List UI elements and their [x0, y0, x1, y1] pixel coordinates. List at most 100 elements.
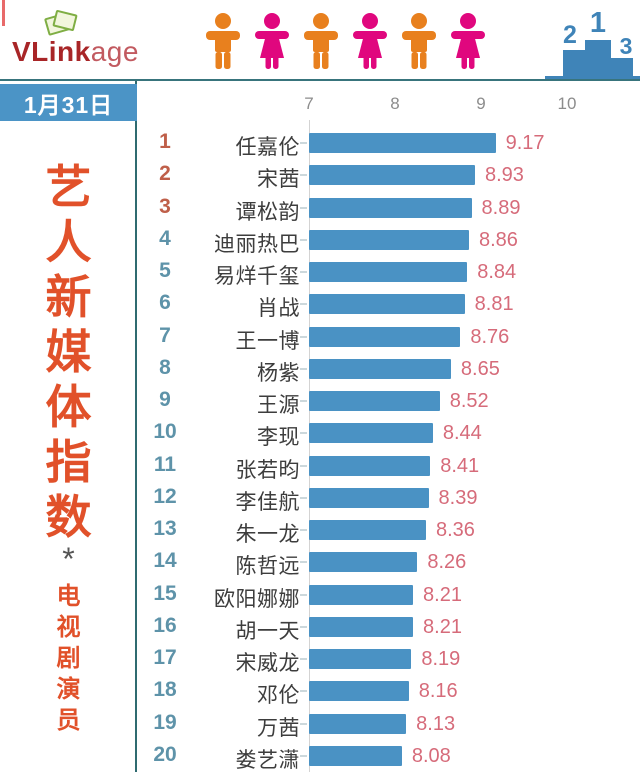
rank-number: 15	[153, 581, 177, 605]
vertical-char: 视	[56, 614, 81, 641]
index-value: 8.36	[435, 519, 475, 541]
rank-number: 6	[159, 291, 171, 315]
artist-name: 邓伦	[257, 684, 300, 708]
chart-row: 2 宋茜 8.93	[137, 159, 638, 191]
rank-number: 19	[153, 710, 177, 734]
vertical-char: 指	[45, 436, 92, 488]
vertical-char: 人	[45, 216, 92, 268]
category-tick	[300, 271, 307, 273]
body: 1月31日 艺人新媒体指数 * 电视剧演员 7 8 9 10 1 任嘉伦 9.17 2 宋茜 8…	[0, 81, 640, 772]
male-person-icon	[304, 13, 338, 69]
category-tick	[300, 690, 307, 693]
chart-row: 8 杨紫 8.65	[137, 353, 638, 385]
chart-row: 1 任嘉伦 9.17	[137, 127, 638, 159]
x-axis-tick-label: 9	[476, 94, 486, 113]
rank-number: 11	[153, 452, 177, 476]
index-value: 8.16	[418, 680, 458, 703]
vertical-char: 演	[56, 676, 81, 703]
category-tick	[300, 722, 307, 725]
index-value: 8.08	[411, 744, 451, 767]
index-bar	[309, 681, 409, 702]
index-bar	[309, 197, 472, 218]
rank-number: 14	[153, 549, 177, 573]
rank-number: 2	[159, 162, 171, 186]
index-value: 8.41	[440, 454, 480, 477]
artist-name: 宋茜	[257, 168, 300, 192]
chart-row: 3 谭松韵 8.89	[137, 192, 638, 224]
podium-number-1: 1	[589, 7, 607, 39]
rank-number: 17	[153, 646, 177, 669]
rank-number: 1	[159, 130, 171, 153]
rank-number: 7	[159, 323, 171, 347]
chart-row: 16 胡一天 8.21	[137, 611, 638, 643]
artist-name: 陈哲远	[235, 555, 300, 579]
chart-row: 20 娄艺潇 8.08	[137, 740, 638, 772]
category-tick	[300, 206, 307, 209]
people-icons-row	[203, 12, 488, 72]
category-tick	[300, 400, 307, 402]
index-bar	[309, 713, 407, 734]
vertical-char: 艺	[45, 161, 92, 213]
artist-name: 王源	[257, 394, 300, 417]
index-bar	[309, 649, 412, 669]
artist-name: 欧阳娜娜	[214, 587, 300, 611]
bar-chart: 7 8 9 10 1 任嘉伦 9.17 2 宋茜 8.93 3 谭松韵 8.89 4 迪丽热巴 8.86 5 易…	[137, 81, 638, 772]
plot-area: 1 任嘉伦 9.17 2 宋茜 8.93 3 谭松韵 8.89 4 迪丽热巴 8.86 5 易烊千玺 8.8…	[137, 127, 638, 772]
artist-name: 胡一天	[235, 619, 300, 643]
podium-ranking-icon: 2 1 3	[545, 9, 640, 79]
vertical-char: 媒	[45, 326, 92, 378]
chart-row: 9 王源 8.52	[137, 385, 638, 417]
index-value: 8.19	[421, 648, 461, 670]
rank-number: 4	[159, 226, 171, 250]
female-person-icon	[451, 13, 485, 69]
chart-row: 18 邓伦 8.16	[137, 675, 638, 707]
category-tick	[300, 496, 307, 499]
category-tick	[300, 238, 307, 241]
rank-number: 18	[153, 678, 177, 702]
artist-name: 万茜	[257, 716, 300, 740]
artist-name: 杨紫	[257, 361, 300, 385]
category-tick	[300, 561, 307, 564]
index-bar	[309, 616, 414, 637]
x-axis-tick-label: 10	[557, 94, 577, 113]
male-person-icon	[206, 13, 240, 69]
index-bar	[309, 294, 465, 315]
index-bar	[309, 262, 468, 282]
category-tick	[300, 174, 307, 177]
category-tick	[300, 432, 307, 435]
vertical-char: 电	[56, 583, 81, 610]
header-divider	[0, 79, 640, 81]
index-bar	[309, 391, 440, 411]
category-tick	[300, 754, 307, 757]
sidebar: 1月31日 艺人新媒体指数 * 电视剧演员	[0, 81, 137, 772]
chart-row: 17 宋威龙 8.19	[137, 643, 638, 675]
index-value: 8.39	[438, 486, 478, 509]
artist-name: 宋威龙	[235, 652, 300, 675]
rank-number: 12	[153, 484, 177, 508]
chart-row: 6 肖战 8.81	[137, 288, 638, 320]
rank-number: 9	[159, 388, 171, 411]
index-value: 8.65	[460, 357, 500, 380]
chart-row: 15 欧阳娜娜 8.21	[137, 579, 638, 611]
index-value: 8.21	[423, 583, 462, 606]
rank-number: 13	[153, 517, 177, 540]
chart-row: 11 张若昀 8.41	[137, 450, 638, 482]
vertical-title: 艺人新媒体指数	[0, 160, 137, 545]
index-bar	[309, 229, 469, 250]
index-value: 8.44	[442, 422, 482, 445]
index-bar	[309, 133, 496, 153]
index-value: 8.76	[470, 325, 510, 348]
female-person-icon	[255, 13, 289, 69]
index-bar	[309, 552, 418, 573]
vertical-char: 体	[45, 381, 92, 433]
chart-row: 4 迪丽热巴 8.86	[137, 224, 638, 256]
chart-row: 10 李现 8.44	[137, 417, 638, 449]
rank-number: 10	[153, 420, 177, 444]
vertical-subtitle: 电视剧演员	[0, 581, 137, 736]
artist-name: 肖战	[257, 297, 300, 321]
artist-name: 任嘉伦	[235, 136, 300, 159]
chart-row: 12 李佳航 8.39	[137, 482, 638, 514]
podium-number-3: 3	[619, 33, 633, 59]
rank-number: 20	[153, 742, 177, 766]
